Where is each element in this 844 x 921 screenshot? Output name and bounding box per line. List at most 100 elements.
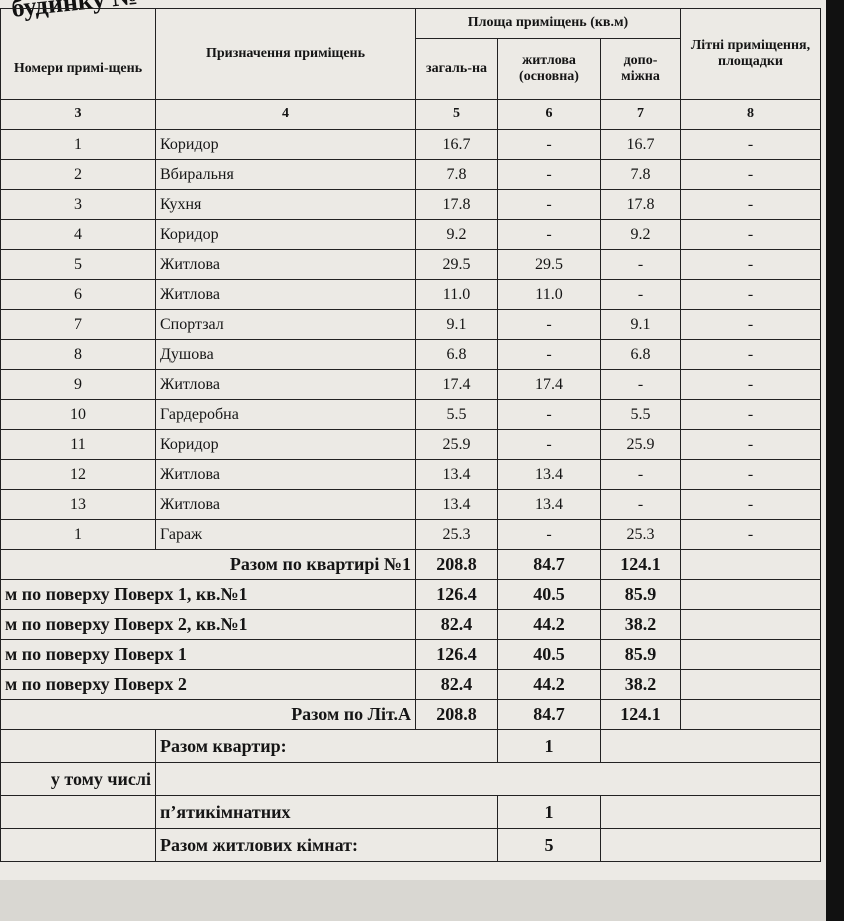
cell: 4 (0, 219, 156, 250)
cell: 16.7 (600, 129, 681, 160)
cell: - (680, 279, 821, 310)
cell: 82.4 (415, 609, 498, 640)
cell: - (680, 339, 821, 370)
cell: м по поверху Поверх 2, кв.№1 (0, 609, 416, 640)
row: 3 Кухня 17.8-17.8- (0, 189, 821, 220)
cell: Разом по квартирі №1 (0, 549, 416, 580)
cell (680, 609, 821, 640)
row: Разом квартир: 1 (0, 729, 821, 763)
cell: 12 (0, 459, 156, 490)
row: 1 Коридор 16.7-16.7- (0, 129, 821, 160)
cell: 11.0 (415, 279, 498, 310)
cell: - (600, 489, 681, 520)
row: 9 Житлова 17.4 17.4- - (0, 369, 821, 400)
cell: Житлова (155, 249, 416, 280)
row: Разом по квартирі №1 208.8 84.7 124.1 (0, 549, 821, 580)
cell: 11.0 (497, 279, 601, 310)
cell: 29.5 (415, 249, 498, 280)
cell (600, 828, 821, 862)
cell: 126.4 (415, 639, 498, 670)
row: 13 Житлова 13.4 13.4- - (0, 489, 821, 520)
cell: 126.4 (415, 579, 498, 610)
row: 11 Коридор 25.9-25.9- (0, 429, 821, 460)
cell: 1 (497, 729, 601, 763)
cell: 38.2 (600, 669, 681, 700)
cell: 7 (0, 309, 156, 340)
cell: п’ятикімнатних (155, 795, 498, 829)
cell: - (600, 279, 681, 310)
cell: 4 (155, 99, 416, 130)
cell: Коридор (155, 429, 416, 460)
cell: 8 (680, 99, 821, 130)
cell: 9.2 (600, 219, 681, 250)
cell: 6.8 (600, 339, 681, 370)
cell: 25.9 (415, 429, 498, 460)
header-row: Номери примі-щень Призначення приміщень … (0, 8, 821, 100)
cell: - (680, 129, 821, 160)
cell: - (680, 429, 821, 460)
edge (826, 0, 844, 921)
cell: 25.9 (600, 429, 681, 460)
cell: 9.1 (415, 309, 498, 340)
cell: 3 (0, 189, 156, 220)
cell: 7 (600, 99, 681, 130)
cell: 5.5 (600, 399, 681, 430)
cell: Гараж (155, 519, 416, 550)
area-table: Номери примі-щень Призначення приміщень … (0, 8, 821, 862)
cell: - (497, 429, 601, 460)
cell: 25.3 (600, 519, 681, 550)
row: 6 Житлова 11.0 11.0- - (0, 279, 821, 310)
cell: 10 (0, 399, 156, 430)
cell: - (600, 369, 681, 400)
cell: Разом квартир: (155, 729, 498, 763)
cell (680, 669, 821, 700)
row: 7 Спортзал 9.1-9.1- (0, 309, 821, 340)
cell: - (497, 519, 601, 550)
cell: 17.8 (415, 189, 498, 220)
cell: 85.9 (600, 579, 681, 610)
cell: 13.4 (497, 489, 601, 520)
cell: м по поверху Поверх 2 (0, 669, 416, 700)
cell (680, 579, 821, 610)
cell: 13 (0, 489, 156, 520)
cell: 85.9 (600, 639, 681, 670)
cell: у тому числі (0, 762, 156, 796)
cell (155, 762, 821, 796)
cell: 2 (0, 159, 156, 190)
cell: - (680, 189, 821, 220)
cell: - (680, 369, 821, 400)
cell: - (497, 309, 601, 340)
cell: Душова (155, 339, 416, 370)
cell: 9.2 (415, 219, 498, 250)
cell: 40.5 (497, 579, 601, 610)
cell: - (600, 459, 681, 490)
cell: 7.8 (415, 159, 498, 190)
cell: 44.2 (497, 669, 601, 700)
header-cell: Літні приміщення, площадки (680, 8, 821, 100)
cell: 5.5 (415, 399, 498, 430)
cell: 8 (0, 339, 156, 370)
header-cell: житлова (основна) (497, 37, 601, 101)
cell: 208.8 (415, 699, 498, 730)
cell: 13.4 (415, 489, 498, 520)
table-body: Номери примі-щень Призначення приміщень … (0, 8, 821, 862)
cell: 38.2 (600, 609, 681, 640)
cell: Спортзал (155, 309, 416, 340)
cell: 1 (497, 795, 601, 829)
cell (600, 729, 821, 763)
cell: 44.2 (497, 609, 601, 640)
cell: Коридор (155, 129, 416, 160)
cell: м по поверху Поверх 1 (0, 639, 416, 670)
row: м по поверху Поверх 2 82.4 44.2 38.2 (0, 669, 821, 700)
header-row: загаль-на житлова (основна) допо-міжна (1, 37, 821, 101)
cell (0, 729, 156, 763)
cell: 6.8 (415, 339, 498, 370)
cell: - (497, 339, 601, 370)
row: м по поверху Поверх 2, кв.№1 82.4 44.2 38.2 (0, 609, 821, 640)
cell: Житлова (155, 279, 416, 310)
cell: 5 (415, 99, 498, 130)
row: 12 Житлова 13.4 13.4- - (0, 459, 821, 490)
row: Разом житлових кімнат: 5 (0, 828, 821, 862)
cell: - (680, 309, 821, 340)
